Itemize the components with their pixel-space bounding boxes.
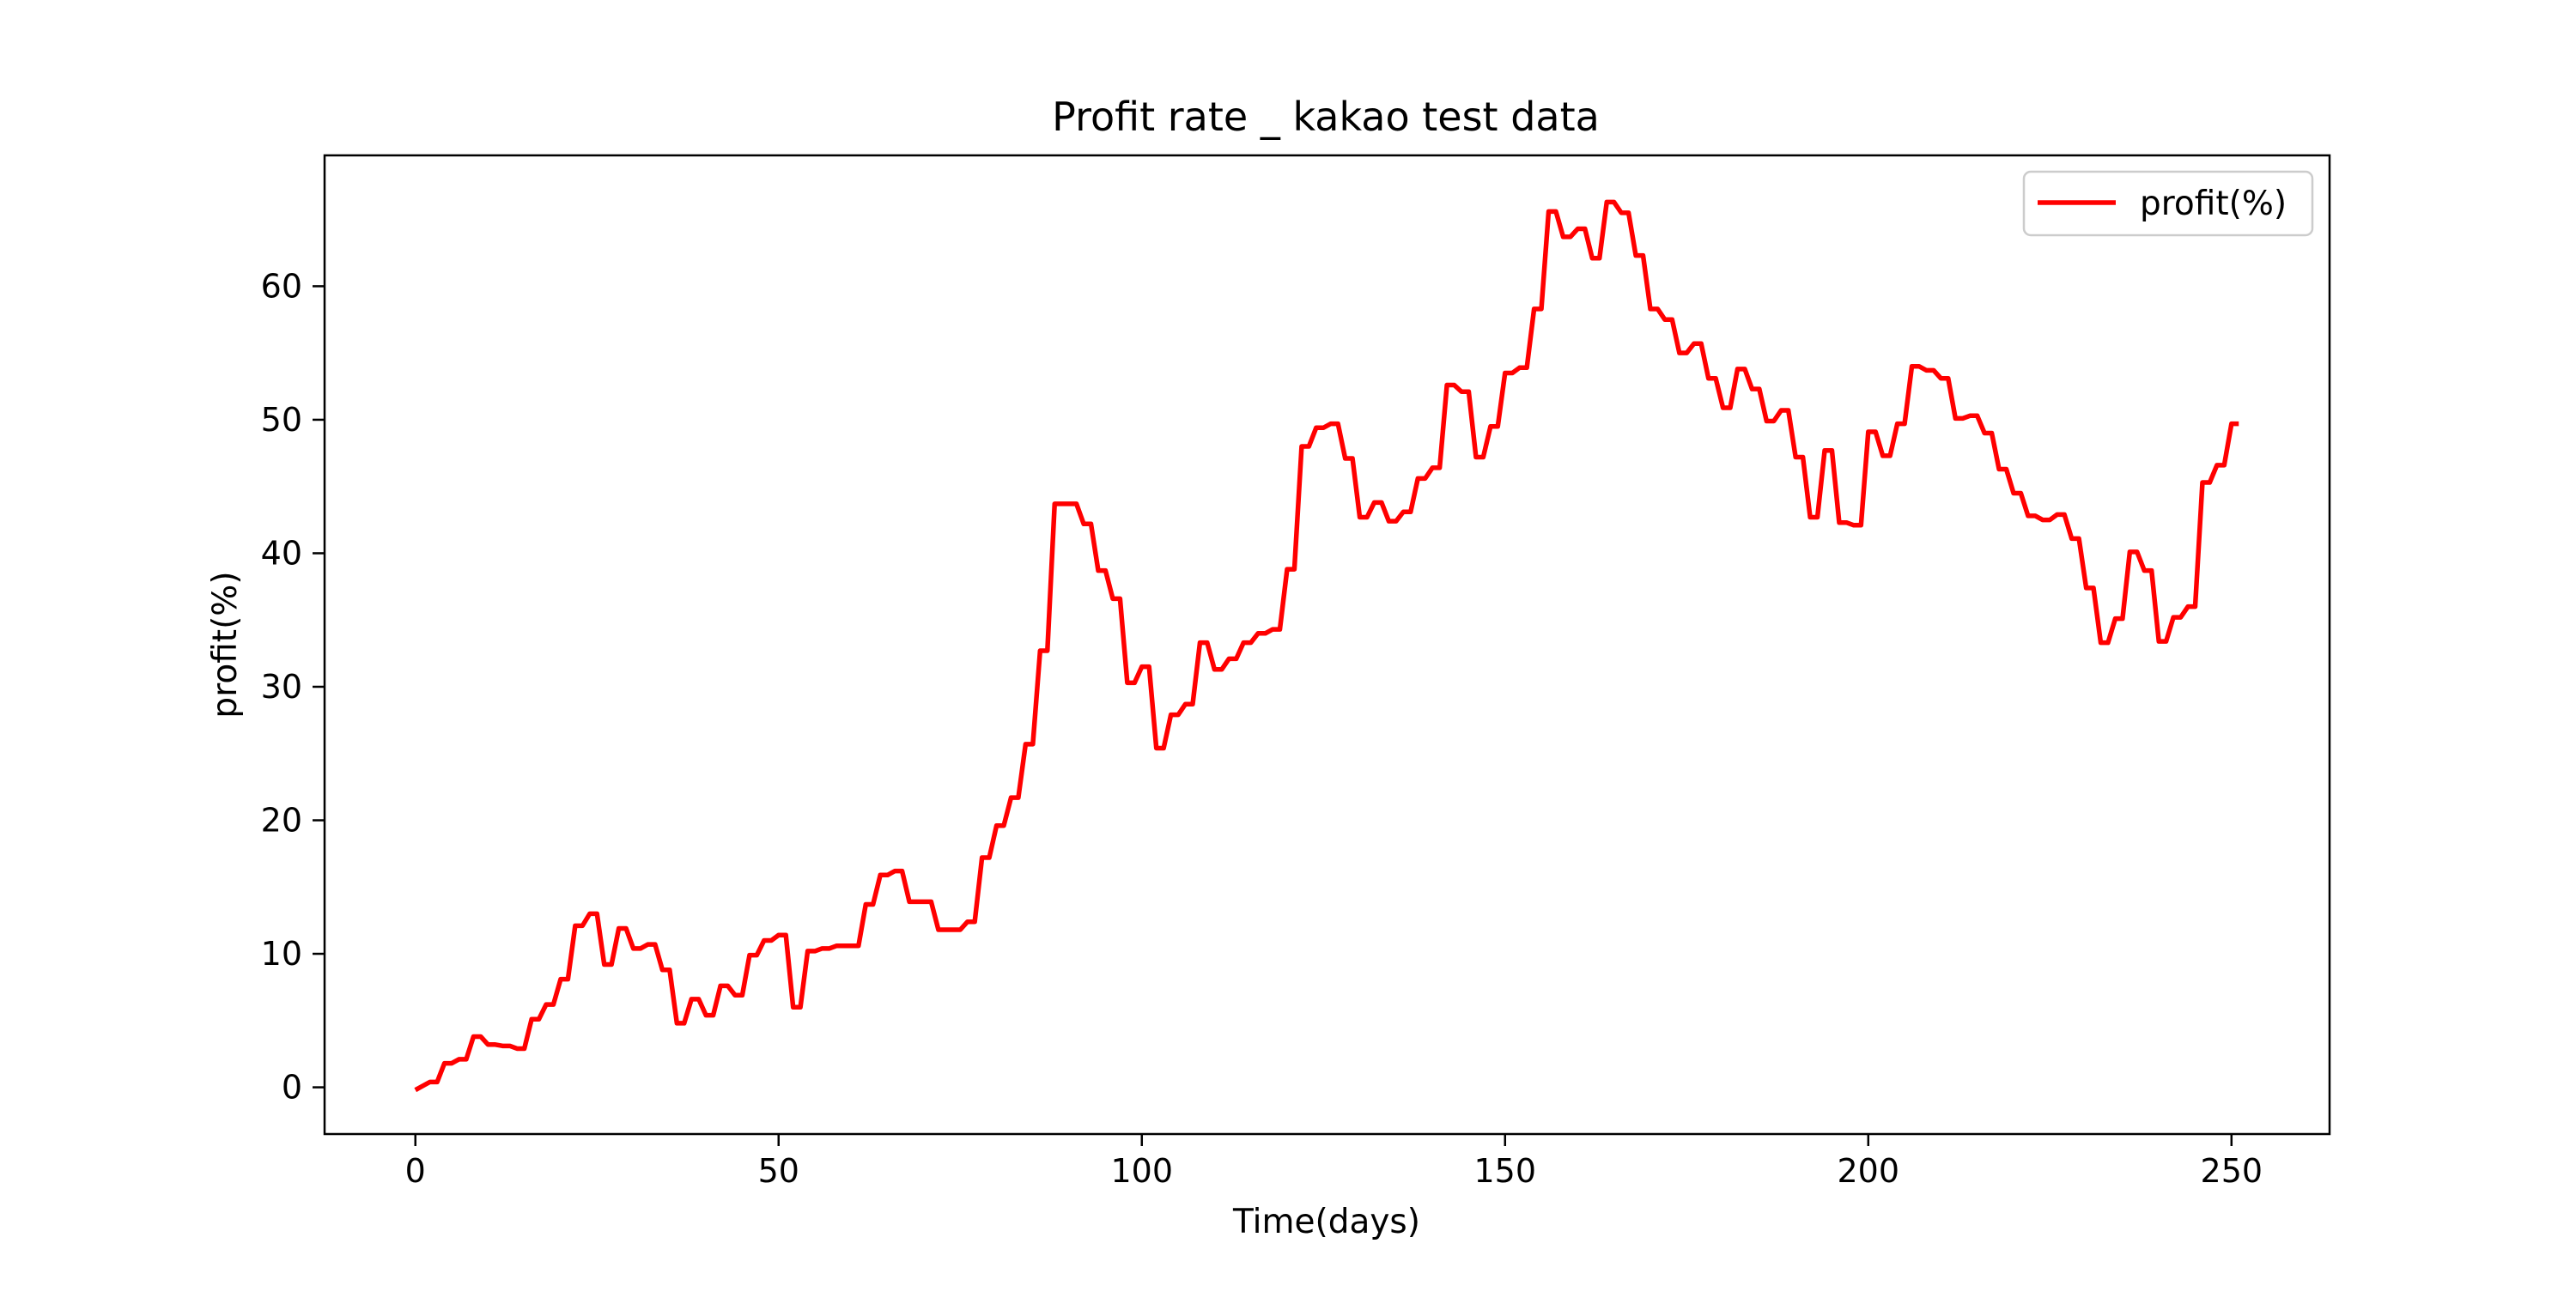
y-tick-label: 60 [261,267,302,305]
chart-title: Profit rate _ kakao test data [1052,94,1600,140]
plot-frame [323,154,2331,1136]
series-group [414,199,2239,1093]
y-tick-label: 20 [261,802,302,840]
x-tick-label: 100 [1111,1152,1174,1190]
y-tick-label: 40 [261,534,302,572]
y-tick-label: 30 [261,668,302,706]
x-axis-ticks: 0 50 100 150 200 250 [405,1134,2263,1190]
legend: profit(%) [2022,170,2314,237]
x-axis-label: Time(days) [1232,1203,1420,1241]
x-tick-label: 150 [1474,1152,1537,1190]
legend-box [2022,170,2314,237]
y-tick-label: 10 [261,935,302,973]
legend-label-profit: profit(%) [2140,185,2287,223]
series-line-profit [414,199,2239,1093]
x-tick-label: 250 [2201,1152,2263,1190]
x-tick-label: 0 [405,1152,426,1190]
y-tick-label: 0 [282,1069,302,1107]
y-axis-label: profit(%) [206,571,245,718]
y-axis-ticks: 0 10 20 30 40 50 60 [261,267,325,1107]
x-tick-label: 200 [1838,1152,1900,1190]
x-tick-label: 50 [758,1152,799,1190]
y-tick-label: 50 [261,401,302,439]
